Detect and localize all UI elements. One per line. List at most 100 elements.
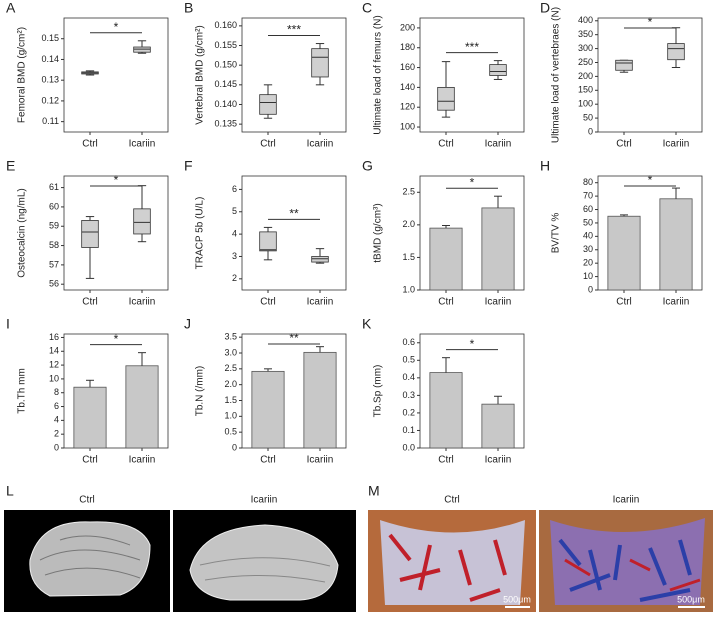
y-tick-label: 60 [583, 204, 593, 214]
y-tick-label: 0.13 [41, 75, 59, 85]
panel-letter: A [6, 0, 16, 16]
bar [659, 198, 693, 291]
y-tick-label: 120 [400, 102, 415, 112]
y-tick-label: 350 [578, 29, 593, 39]
y-axis-title: Femoral BMD (g/cm²) [17, 27, 28, 123]
y-tick-label: 0.140 [214, 99, 237, 109]
trabeculae [558, 538, 692, 602]
plot-frame [63, 333, 169, 449]
y-tick-label: 0.11 [42, 116, 59, 126]
y-tick-label: 50 [583, 112, 593, 122]
box [133, 46, 151, 53]
x-tick-label: Ctrl [616, 297, 632, 308]
y-axis-title: Vertebral BMD (g/cm²) [195, 25, 206, 124]
y-tick-label: 57 [49, 259, 59, 269]
box [489, 64, 507, 76]
y-tick-label: 40 [583, 231, 593, 241]
x-tick-label: Ctrl [438, 297, 454, 308]
box [311, 256, 329, 263]
box [311, 48, 329, 78]
y-tick-label: 0.4 [402, 372, 415, 382]
significance-label: * [114, 20, 119, 34]
box [667, 43, 685, 61]
image-caption: Icariin [613, 495, 640, 506]
x-tick-label: Ctrl [82, 297, 98, 308]
y-tick-label: 1.0 [224, 411, 237, 421]
significance-label: * [470, 175, 475, 189]
y-axis-title: Tb.Th mm [17, 368, 28, 414]
x-tick-label: Icariin [485, 455, 512, 466]
panel-letter: D [540, 0, 550, 16]
box [259, 94, 277, 115]
y-tick-label: 1.0 [402, 284, 415, 294]
y-tick-label: 200 [400, 22, 415, 32]
y-tick-label: 30 [583, 244, 593, 254]
significance-label: ** [289, 207, 299, 221]
y-tick-label: 2.0 [402, 219, 415, 229]
significance-label: * [648, 173, 653, 187]
y-tick-label: 8 [54, 387, 59, 397]
image-caption: Ctrl [444, 495, 460, 506]
y-tick-label: 1.5 [402, 252, 415, 262]
significance-label: * [648, 15, 653, 29]
y-tick-label: 61 [49, 182, 59, 192]
bone-detail [199, 557, 331, 583]
plot-frame [419, 333, 525, 449]
box [259, 231, 277, 252]
plot-frame [241, 17, 347, 133]
y-tick-label: 0.2 [402, 407, 415, 417]
box [437, 86, 455, 111]
x-tick-label: Icariin [663, 297, 690, 308]
x-tick-label: Icariin [307, 455, 334, 466]
y-tick-label: 0 [232, 442, 237, 452]
y-tick-label: 6 [54, 401, 59, 411]
box [615, 59, 633, 71]
x-tick-label: Ctrl [260, 297, 276, 308]
y-tick-label: 56 [49, 279, 59, 289]
y-tick-label: 2 [54, 429, 59, 439]
significance-label: *** [287, 23, 301, 37]
panel-letter: G [362, 158, 373, 174]
y-tick-label: 14 [49, 346, 59, 356]
panel-letter: B [184, 0, 193, 16]
y-tick-label: 2.0 [224, 379, 237, 389]
y-tick-label: 0.12 [41, 95, 59, 105]
y-tick-label: 0.15 [41, 33, 59, 43]
y-tick-label: 2 [232, 273, 237, 283]
y-tick-label: 140 [400, 82, 415, 92]
y-tick-label: 16 [49, 332, 59, 342]
y-tick-label: 0.1 [402, 425, 415, 435]
x-tick-label: Ctrl [82, 455, 98, 466]
x-tick-label: Ctrl [260, 455, 276, 466]
plot-frame [597, 175, 703, 291]
plot-frame [419, 17, 525, 133]
y-tick-label: 60 [49, 201, 59, 211]
y-tick-label: 1.5 [224, 395, 237, 405]
y-axis-title: TRACP 5b (U/L) [195, 197, 206, 270]
panel-letter: E [6, 158, 15, 174]
y-tick-label: 0.3 [402, 390, 415, 400]
plot-frame [63, 175, 169, 291]
y-tick-label: 0.0 [402, 442, 415, 452]
bone-render [29, 521, 151, 597]
y-tick-label: 250 [578, 57, 593, 67]
bar [429, 227, 463, 291]
y-tick-label: 0.5 [224, 427, 237, 437]
y-tick-label: 300 [578, 43, 593, 53]
histology-tissue [380, 520, 525, 605]
y-tick-label: 4 [54, 415, 59, 425]
panel-letter: H [540, 158, 550, 174]
image-caption: Icariin [251, 495, 278, 506]
y-axis-title: Tb.Sp (mm) [373, 365, 384, 418]
x-tick-label: Icariin [307, 139, 334, 150]
y-tick-label: 180 [400, 42, 415, 52]
y-tick-label: 59 [49, 221, 59, 231]
y-tick-label: 0.5 [402, 355, 415, 365]
plot-frame [241, 175, 347, 291]
y-tick-label: 0.145 [214, 79, 237, 89]
x-tick-label: Ctrl [82, 139, 98, 150]
y-tick-label: 3 [232, 251, 237, 261]
y-tick-label: 5 [232, 206, 237, 216]
plot-frame [63, 17, 169, 133]
